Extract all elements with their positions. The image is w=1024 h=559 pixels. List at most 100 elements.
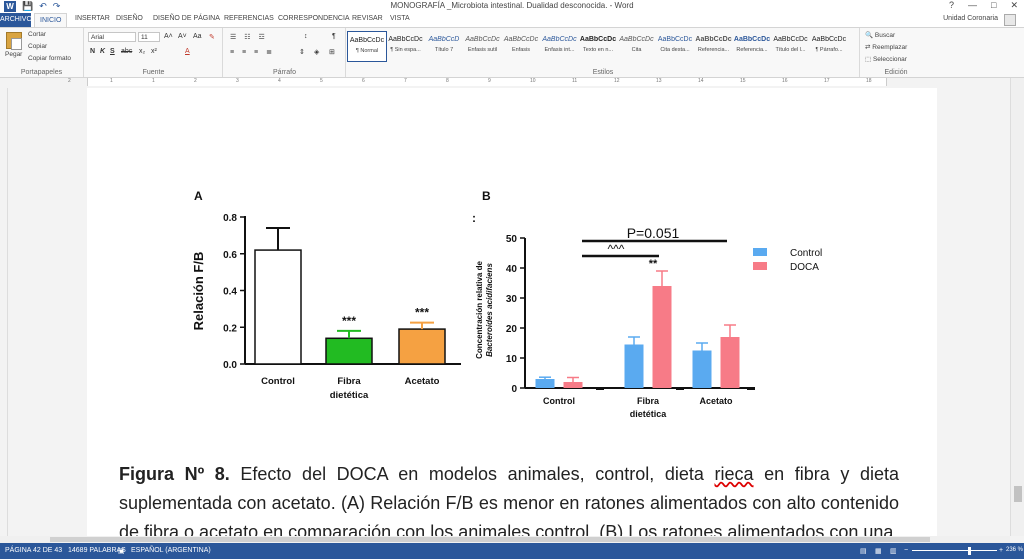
paste-icon[interactable]	[6, 32, 22, 50]
font-color-button[interactable]: A	[185, 48, 190, 55]
undo-icon[interactable]: ↶	[39, 1, 47, 11]
editing-group-label: Edición	[884, 69, 908, 76]
zoom-in-button[interactable]: +	[999, 547, 1004, 554]
style-item[interactable]: AaBbCcDc ¶ Sin espa...	[386, 31, 426, 62]
panel-a-label: A	[194, 189, 203, 203]
line-spacing-icon[interactable]: ⇕	[299, 49, 305, 56]
style-item[interactable]: AaBbCcDc Énfasis sutil	[463, 31, 503, 62]
tab-diseno[interactable]: DISEÑO	[116, 15, 143, 22]
y-axis-label-b1: Concentración relativa de	[475, 261, 484, 359]
style-item[interactable]: AaBbCcDc ¶ Normal	[347, 31, 387, 62]
maximize-button[interactable]: □	[991, 0, 997, 10]
minimize-button[interactable]: —	[968, 0, 978, 10]
tab-insertar[interactable]: INSERTAR	[75, 15, 110, 22]
vertical-scroll-thumb[interactable]	[1014, 486, 1022, 502]
ruler-number: 6	[362, 78, 365, 84]
format-painter-button[interactable]: Copiar formato	[28, 55, 71, 62]
style-item[interactable]: AaBbCcDc ¶ Párrafo...	[809, 31, 849, 62]
tab-inicio[interactable]: INICIO	[34, 13, 68, 27]
zoom-level[interactable]: 236 %	[1006, 547, 1024, 553]
avatar[interactable]	[1004, 14, 1016, 26]
word-count[interactable]: 14689 PALABRAS	[68, 547, 126, 554]
vertical-scrollbar[interactable]	[1010, 78, 1024, 536]
tab-referencias[interactable]: REFERENCIAS	[224, 15, 274, 22]
style-item[interactable]: AaBbCcD Título 7	[424, 31, 464, 62]
y-tick-label-b: 10	[506, 354, 518, 365]
horizontal-ruler[interactable]: 2 1 1 2 3 4 5 6 7 8 9 10 11 12 13 14 15 16 17 18	[0, 78, 1010, 86]
horizontal-scroll-thumb[interactable]	[50, 537, 930, 542]
replace-button[interactable]: ⇄ Reemplazar	[865, 44, 908, 51]
change-case-button[interactable]: Aa	[193, 33, 202, 40]
panel-b-label: B	[482, 189, 491, 203]
bold-button[interactable]: N	[90, 48, 96, 55]
italic-button[interactable]: K	[100, 48, 106, 55]
window-title: MONOGRAFÍA _Microbiota intestinal. Duali…	[390, 1, 634, 10]
save-icon[interactable]: 💾	[22, 1, 34, 11]
tab-vista[interactable]: VISTA	[390, 15, 410, 22]
strike-button[interactable]: abc	[121, 48, 133, 55]
ruler-scale: 2 1 1 2 3 4 5 6 7 8 9 10 11 12 13 14 15 16 17 18	[68, 78, 887, 86]
paste-button[interactable]: Pegar	[5, 51, 23, 58]
read-mode-icon[interactable]: ▤	[860, 548, 867, 555]
zoom-slider-knob[interactable]	[968, 547, 971, 555]
close-button[interactable]: ✕	[1010, 0, 1018, 10]
grow-font-button[interactable]: A˄	[164, 33, 173, 40]
clear-format-icon[interactable]: ✎	[209, 34, 215, 41]
style-name: ¶ Sin espa...	[390, 47, 421, 53]
tab-revisar[interactable]: REVISAR	[352, 15, 383, 22]
font-size-combo[interactable]: 11	[138, 32, 160, 42]
misspelled-word[interactable]: rieca	[714, 464, 754, 484]
document-page[interactable]: A B : 0.0 0.2 0.4 0.6 0.8 Relación F/B Control…	[87, 88, 937, 536]
tab-correspondencia[interactable]: CORRESPONDENCIA	[278, 15, 350, 22]
tab-archivo[interactable]: ARCHIVO	[0, 13, 32, 27]
underline-button[interactable]: S	[110, 48, 115, 55]
superscript-button[interactable]: x²	[151, 48, 157, 55]
language-status[interactable]: ESPAÑOL (ARGENTINA)	[131, 547, 211, 554]
style-name: Texto en n...	[583, 47, 613, 53]
borders-icon[interactable]: ⊞	[329, 49, 335, 56]
style-item[interactable]: AaBbCcDc Énfasis int...	[540, 31, 580, 62]
find-label: Buscar	[874, 32, 896, 39]
cut-button[interactable]: Cortar	[28, 31, 47, 38]
style-item[interactable]: AaBbCcDc Referencia...	[694, 31, 734, 62]
subscript-button[interactable]: x₂	[139, 48, 146, 55]
font-name-combo[interactable]: Arial	[88, 32, 136, 42]
y-tick-label-a: 0.2	[223, 323, 237, 334]
proofing-icon[interactable]: ▣	[118, 548, 125, 555]
redo-icon[interactable]: ↷	[52, 1, 61, 11]
tab-diseno-pagina[interactable]: DISEÑO DE PÁGINA	[153, 15, 220, 22]
zoom-out-button[interactable]: −	[904, 547, 909, 554]
style-item[interactable]: AaBbCcDc Texto en n...	[578, 31, 618, 62]
clipboard-group-label: Portapapeles	[20, 69, 63, 76]
bar-b	[720, 337, 740, 388]
significance-a: ***	[415, 306, 429, 320]
style-item[interactable]: AaBbCcDc Cita desta...	[655, 31, 695, 62]
shading-icon[interactable]: ◈	[314, 49, 320, 56]
find-button[interactable]: 🔍 Buscar	[865, 32, 896, 39]
align-icons[interactable]: ≡ ≡ ≡ ≣	[230, 49, 275, 56]
sort-icon[interactable]: ↕	[304, 33, 308, 40]
select-button[interactable]: ⬚ Seleccionar	[865, 56, 907, 63]
web-layout-icon[interactable]: ▥	[890, 548, 897, 555]
style-item[interactable]: AaBbCcDc Título del l...	[771, 31, 811, 62]
bullets-icon[interactable]: ☰ ☷ ☲	[230, 34, 268, 41]
zoom-slider[interactable]	[912, 550, 997, 551]
horizontal-scrollbar[interactable]	[0, 536, 1010, 543]
y-tick-label-a: 0.0	[223, 360, 237, 371]
quick-access-toolbar: W 💾 ↶ ↷	[4, 1, 60, 12]
style-preview: AaBbCcDc	[695, 36, 732, 43]
style-item[interactable]: AaBbCcDc Cita	[617, 31, 657, 62]
style-item[interactable]: AaBbCcDc Énfasis	[501, 31, 541, 62]
shrink-font-button[interactable]: A˅	[178, 33, 187, 40]
style-item[interactable]: AaBbCcDc Referencia...	[732, 31, 772, 62]
bar-a	[254, 249, 302, 365]
title-bar: W 💾 ↶ ↷ MONOGRAFÍA _Microbiota intestina…	[0, 0, 1024, 13]
account-name[interactable]: Unidad Coronaria	[943, 15, 998, 22]
print-layout-icon[interactable]: ▦	[875, 548, 882, 555]
help-button[interactable]: ?	[949, 0, 955, 10]
page-count[interactable]: PÁGINA 42 DE 43	[5, 547, 63, 554]
show-marks-button[interactable]: ¶	[332, 33, 336, 40]
vertical-ruler[interactable]	[0, 88, 8, 536]
y-tick-label-a: 0.8	[223, 213, 237, 224]
copy-button[interactable]: Copiar	[28, 43, 48, 50]
